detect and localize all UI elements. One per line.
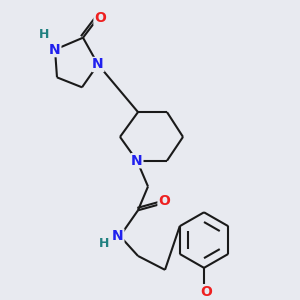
Text: O: O xyxy=(158,194,170,208)
Text: N: N xyxy=(92,58,104,71)
Text: N: N xyxy=(112,229,124,243)
Text: N: N xyxy=(49,43,61,57)
Text: H: H xyxy=(99,237,109,250)
Text: O: O xyxy=(200,285,212,299)
Text: O: O xyxy=(94,11,106,25)
Text: H: H xyxy=(39,28,49,41)
Text: N: N xyxy=(131,154,143,168)
